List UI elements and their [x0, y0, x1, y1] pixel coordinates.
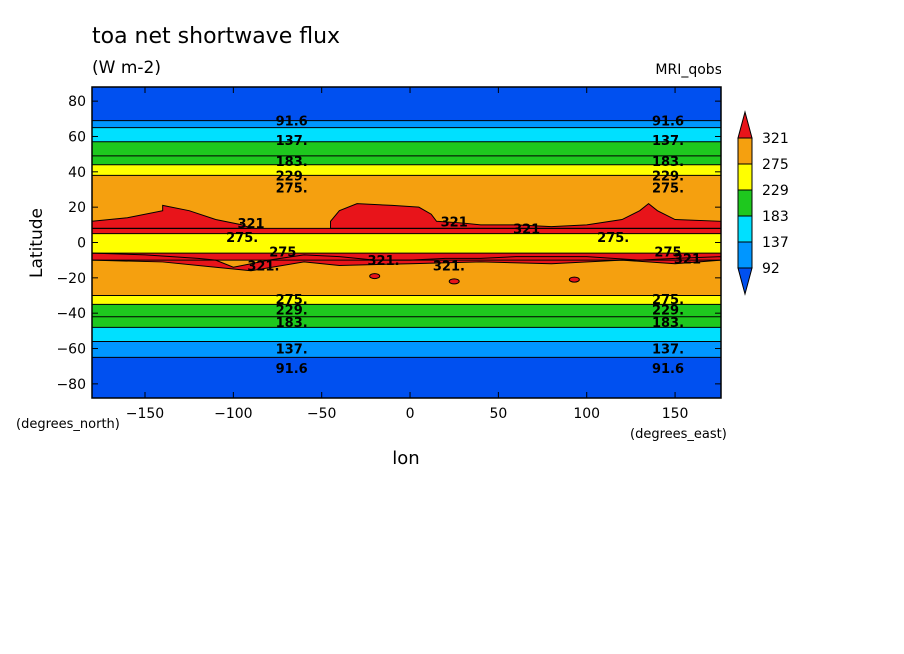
zonal-band — [92, 127, 721, 142]
zonal-band — [92, 260, 721, 296]
x-tick-label: −50 — [307, 406, 337, 422]
contour-label: 321 — [513, 222, 540, 237]
contour-label: 275. — [276, 293, 308, 308]
zonal-band — [92, 155, 721, 165]
colorbar-box — [737, 137, 753, 165]
zonal-band — [92, 304, 721, 317]
colorbar-label: 321 — [762, 131, 789, 147]
colorbar-label: 92 — [762, 261, 780, 277]
y-tick-label: 40 — [68, 165, 86, 181]
y-tick-label: 20 — [68, 200, 86, 216]
contour-label: 183. — [652, 316, 684, 331]
contour-label: 275 — [654, 245, 681, 260]
contour-label: 275 — [269, 245, 296, 260]
contour-label: 229. — [652, 304, 684, 319]
x-axis-label: lon — [392, 448, 419, 469]
x-axis: −150 −100 −50 0 50 100 150 — [126, 87, 689, 422]
zonal-band — [92, 120, 721, 128]
zonal-band — [92, 327, 721, 342]
mask-right — [721, 0, 904, 654]
contour-label: 137. — [652, 134, 684, 149]
y-tick-label: −20 — [56, 271, 86, 287]
x-tick-label: 50 — [489, 406, 507, 422]
zonal-band — [92, 233, 721, 254]
y-tick-label: −80 — [56, 377, 86, 393]
chart-title: toa net shortwave flux — [92, 24, 341, 49]
y-unit-label: (degrees_north) — [16, 417, 120, 432]
contour-label: 229. — [276, 169, 308, 184]
colorbar: 321 275 229 183 137 92 — [737, 110, 789, 296]
colorbar-box — [737, 241, 753, 269]
y-tick-label: −60 — [56, 342, 86, 358]
x-tick-label: −100 — [214, 406, 252, 422]
zonal-band — [92, 253, 721, 261]
contour-label: 275. — [652, 182, 684, 197]
model-name: MRI_qobs — [655, 62, 722, 78]
contour-label: 321. — [247, 259, 279, 274]
y-tick-label: 60 — [68, 129, 86, 145]
y-axis-label: Latitude — [27, 208, 47, 278]
contour-label: 183. — [276, 316, 308, 331]
contour-lines — [92, 86, 721, 358]
zonal-band — [92, 228, 721, 234]
colorbar-box — [737, 215, 753, 243]
contour-label: 275. — [652, 293, 684, 308]
contour-label: 275. — [276, 182, 308, 197]
y-tick-label: 80 — [68, 94, 86, 110]
x-tick-label: 100 — [573, 406, 600, 422]
zonal-band — [92, 341, 721, 358]
high-flux-region — [330, 202, 722, 229]
zonal-band — [92, 316, 721, 328]
high-flux-island — [568, 276, 580, 283]
contour-label: 229. — [276, 304, 308, 319]
contour-label: 183. — [276, 155, 308, 170]
zonal-band — [92, 141, 721, 156]
y-tick-label: −40 — [56, 306, 86, 322]
colorbar-label: 137 — [762, 235, 789, 251]
colorbar-label: 275 — [762, 157, 789, 173]
contour-label: 137. — [276, 134, 308, 149]
contour-label: 275. — [597, 231, 629, 246]
x-tick-label: 0 — [406, 406, 415, 422]
zonal-band — [92, 87, 721, 121]
zonal-band — [92, 295, 721, 305]
colorbar-box — [737, 163, 753, 191]
x-tick-label: 150 — [662, 406, 689, 422]
contour-label: 137. — [276, 343, 308, 358]
contour-label: 91.6 — [276, 115, 308, 130]
x-tick-label: −150 — [126, 406, 164, 422]
colorbar-box — [737, 189, 753, 217]
x-unit-label: (degrees_east) — [630, 427, 727, 442]
chart-units: (W m-2) — [92, 58, 161, 78]
high-flux-island — [448, 278, 460, 285]
contour-label: 183. — [652, 155, 684, 170]
contour-label: 275. — [226, 231, 258, 246]
contour-label: 321 — [237, 217, 264, 232]
colorbar-arrow-bottom — [737, 267, 753, 296]
contour-label: 321 — [441, 215, 468, 230]
contour-label: 229. — [652, 169, 684, 184]
y-axis: 80 60 40 20 0 −20 −40 −60 −80 — [56, 94, 721, 393]
contour-label: 137. — [652, 343, 684, 358]
contour-label: 91.6 — [652, 115, 684, 130]
contour-label: 321. — [433, 259, 465, 274]
contour-label: 321 — [674, 252, 701, 267]
contour-label: 91.6 — [652, 362, 684, 377]
zonal-band — [92, 164, 721, 176]
contour-label: 91.6 — [276, 362, 308, 377]
colorbar-label: 183 — [762, 209, 789, 225]
mask-left — [0, 0, 92, 654]
y-tick-label: 0 — [77, 236, 86, 252]
zonal-band — [92, 357, 721, 398]
high-flux-island — [369, 273, 381, 280]
colorbar-label: 229 — [762, 183, 789, 199]
contour-label: 321. — [367, 254, 399, 269]
